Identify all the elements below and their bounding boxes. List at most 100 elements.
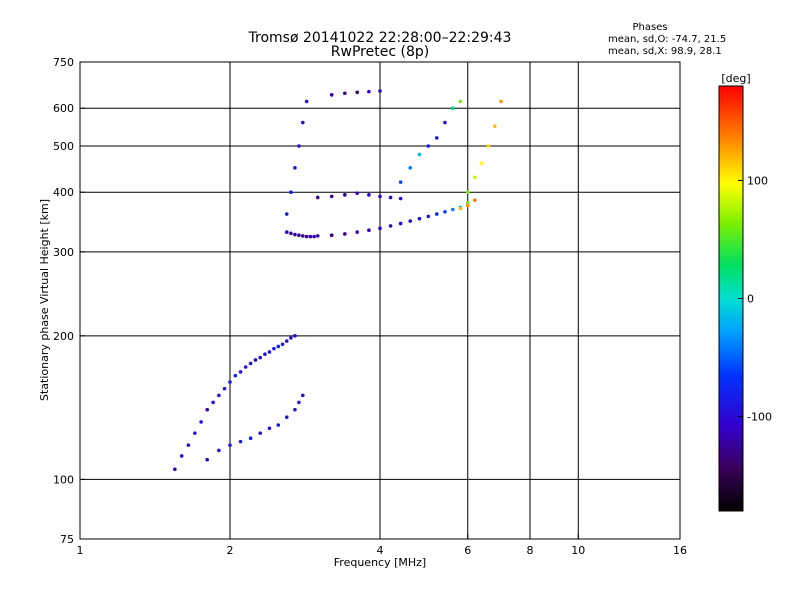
scatter-point [443,209,447,214]
scatter-point [388,224,393,228]
y-axis-ticks: 75 100 200 300 400 500 600 750 [53,56,85,546]
colorbar-tick-label: 100 [747,174,768,187]
scatter-point [289,336,293,340]
scatter-point [276,423,281,427]
scatter-point [312,234,316,239]
scatter-point [205,407,209,412]
scatter-point [284,212,289,216]
scatter-point [267,426,272,431]
grid-lines [80,62,680,539]
scatter-point [473,175,477,180]
scatter-point [248,436,253,441]
y-tick-label: 750 [53,56,74,69]
x-tick-label: 16 [673,544,687,557]
scatter-point [417,216,422,221]
y-tick-label: 500 [53,140,74,153]
scatter-point [179,454,184,458]
scatter-point [308,234,313,239]
scatter-point [238,439,243,444]
scatter-point [272,346,276,351]
scatter-point [284,415,289,420]
scatter-point [443,120,447,125]
scatter-point [426,144,431,148]
scatter-point [258,355,263,360]
scatter-point [304,99,309,104]
scatter-point [479,161,484,166]
y-tick-label: 75 [60,533,74,546]
scatter-point [499,99,503,104]
y-axis-label: Stationary phase Virtual Height [km] [38,199,51,401]
chart-title: Tromsø 20141022 22:28:00–22:29:43 [248,30,512,46]
scatter-point [304,234,309,239]
scatter-point [211,400,215,405]
scatter-point [217,393,221,398]
scatter-point [378,226,382,231]
phases-x-stats: mean, sd,X: 98.9, 28.1 [608,46,722,57]
scatter-point [451,106,455,111]
colorbar-unit: [deg] [721,72,750,85]
scatter-point [289,190,293,195]
scatter-point [343,91,347,96]
scatter-point [398,221,403,226]
scatter-point [473,198,477,202]
scatter-point [293,232,297,237]
colorbar-tick-label: 0 [747,293,754,306]
x-tick-label: 2 [227,544,234,557]
scatter-point [297,233,301,238]
scatter-point [301,120,305,125]
scatter-point [297,144,301,148]
scatter-point [193,431,197,435]
scatter-point [388,195,393,200]
scatter-point [267,350,272,354]
scatter-point [434,136,439,140]
plot-area: 1 2 4 6 8 10 16 75 100 200 300 400 500 600 750 [53,56,687,557]
x-tick-label: 10 [571,544,585,557]
scatter-point [243,365,248,369]
colorbar: [deg] 100 0 -100 [718,72,772,512]
scatter-point [329,233,334,238]
scatter-point [343,193,347,197]
scatter-point [217,448,221,453]
scatter-point [289,231,293,236]
scatter-point [465,203,470,208]
scatter-point [238,370,243,374]
scatter-point [293,334,297,338]
scatter-point [465,201,470,205]
scatter-point [378,194,382,199]
y-tick-label: 100 [53,473,74,486]
scatter-point [301,234,305,238]
y-tick-label: 600 [53,102,74,115]
scatter-point [315,234,320,238]
scatter-point [451,207,455,212]
x-axis-label: Frequency [MHz] [334,556,426,569]
scatter-point [343,232,347,236]
x-tick-label: 6 [464,544,471,557]
x-axis-ticks: 1 2 4 6 8 10 16 [77,534,687,557]
phases-title: Phases [632,22,667,33]
scatter-point [263,352,267,357]
scatter-point [280,342,285,347]
phases-o-stats: mean, sd,O: -74.7, 21.5 [608,34,726,45]
scatter-point [408,219,413,223]
scatter-point [222,386,227,391]
scatter-point [228,380,232,384]
scatter-point [293,166,297,170]
scatter-point [284,230,289,234]
scatter-point [378,89,382,93]
scatter-point [434,212,439,216]
scatter-point [315,195,320,200]
scatter-point [186,443,191,447]
scatter-point [276,344,281,349]
scatter-points [173,89,503,472]
scatter-point [258,431,263,435]
scatter-point [408,166,413,170]
scatter-point [465,190,470,195]
scatter-point [355,90,359,95]
scatter-point [301,393,305,398]
scatter-point [426,214,431,219]
scatter-point [173,467,177,472]
colorbar-ticks: 100 0 -100 [738,174,772,424]
scatter-point [398,180,403,184]
scatter-point [493,124,497,129]
x-tick-label: 1 [77,544,84,557]
